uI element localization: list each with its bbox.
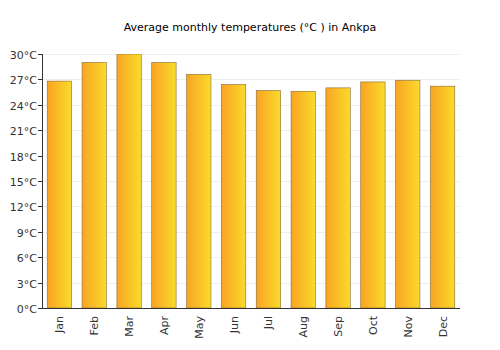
y-tick xyxy=(38,232,42,233)
x-tick-label: Nov xyxy=(402,316,415,338)
x-tick-label: Feb xyxy=(88,316,101,335)
bar xyxy=(221,84,245,308)
bar xyxy=(291,91,315,308)
bar xyxy=(396,80,420,308)
y-tick xyxy=(38,308,42,309)
y-tick xyxy=(38,105,42,106)
bar xyxy=(82,62,106,308)
y-tick-label: 30°C xyxy=(10,49,37,62)
x-tick-label: Jan xyxy=(53,316,66,334)
y-axis xyxy=(42,54,43,308)
bar xyxy=(326,88,350,308)
y-tick-label: 21°C xyxy=(10,125,37,138)
bar xyxy=(152,62,176,308)
y-tick-label: 27°C xyxy=(10,74,37,87)
x-tick-label: Oct xyxy=(367,315,380,335)
y-tick-label: 0°C xyxy=(17,303,37,316)
y-tick-label: 24°C xyxy=(10,100,37,113)
bar xyxy=(256,90,280,308)
y-tick-label: 9°C xyxy=(17,227,37,240)
y-tick xyxy=(38,206,42,207)
y-tick xyxy=(38,257,42,258)
chart-container: Average monthly temperatures (°C ) in An… xyxy=(0,0,500,350)
title: Average monthly temperatures (°C ) in An… xyxy=(124,21,377,34)
x-tick-label: May xyxy=(193,316,206,339)
y-tick xyxy=(38,79,42,80)
y-tick-label: 12°C xyxy=(10,201,37,214)
bars xyxy=(47,54,455,308)
x-tick-label: Jun xyxy=(228,316,241,334)
y-tick xyxy=(38,54,42,55)
y-tick xyxy=(38,181,42,182)
bar xyxy=(361,82,385,308)
y-tick-label: 3°C xyxy=(17,278,37,291)
x-tick-label: Mar xyxy=(123,316,136,337)
bar xyxy=(430,86,454,308)
y-tick xyxy=(38,283,42,284)
y-tick xyxy=(38,130,42,131)
y-tick-label: 6°C xyxy=(17,252,37,265)
grid-line xyxy=(42,54,460,55)
x-axis xyxy=(42,308,460,309)
bar xyxy=(187,74,211,308)
y-tick-label: 15°C xyxy=(10,176,37,189)
y-tick xyxy=(38,156,42,157)
x-tick-label: Dec xyxy=(437,316,450,337)
grid-line xyxy=(42,308,460,309)
chart-svg: Average monthly temperatures (°C ) in An… xyxy=(0,0,500,350)
x-tick-label: Aug xyxy=(297,316,310,337)
x-tick-label: Jul xyxy=(262,316,275,330)
x-tick-label: Apr xyxy=(158,316,171,336)
bar xyxy=(47,81,71,308)
bar xyxy=(117,54,141,308)
y-tick-label: 18°C xyxy=(10,151,37,164)
x-tick-label: Sep xyxy=(332,316,345,337)
